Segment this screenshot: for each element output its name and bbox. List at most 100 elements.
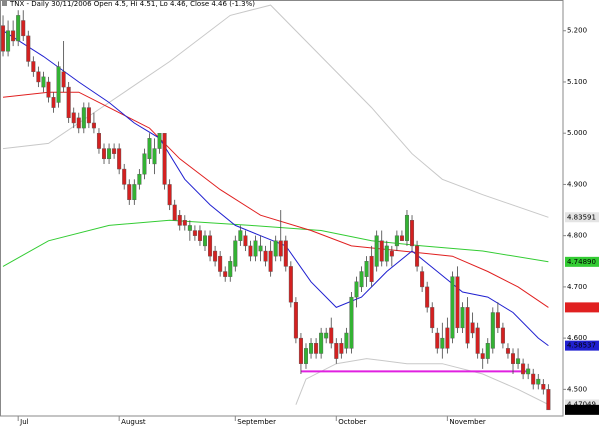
candle-body [112, 148, 117, 154]
candle-body [445, 327, 450, 349]
y-tick-label: 5.000 [567, 129, 587, 137]
candle-body [182, 220, 187, 226]
end-value-box [565, 340, 599, 351]
candle-body [137, 173, 142, 185]
candle-body [480, 353, 485, 359]
end-value-label: 4.83591 [567, 213, 596, 221]
candle-body [415, 245, 420, 267]
candle-body [511, 353, 516, 364]
candle-body [364, 261, 369, 277]
candle-body [344, 332, 349, 349]
candle-body [162, 133, 167, 185]
candle-body [21, 20, 26, 37]
candle-body [374, 235, 379, 267]
candle-body [263, 250, 268, 262]
candle-body [389, 250, 394, 257]
candle-body [283, 240, 288, 267]
candle-body [16, 15, 21, 42]
candle-body [71, 112, 76, 124]
candle-body [288, 266, 293, 303]
candle-body [460, 307, 465, 329]
end-value-label: 4.46 [567, 406, 583, 414]
candle-body [541, 384, 546, 390]
candle-body [420, 271, 425, 288]
candle-body [521, 363, 526, 375]
end-value-box [565, 399, 599, 410]
candle-body [152, 148, 157, 165]
candles [1, 10, 551, 411]
candle-body [46, 81, 51, 98]
candle-body [157, 133, 162, 149]
candle-body [76, 117, 81, 129]
candle-body [359, 271, 364, 288]
candle-body [107, 148, 112, 160]
x-tick-label: October [338, 418, 366, 426]
candle-body [258, 245, 263, 252]
candle-body [132, 184, 137, 201]
candle-body [490, 312, 495, 349]
axes: 5.200 5.100 5.000 4.900 4.800 4.700 4.600 4.500… [17, 0, 599, 426]
end-value-box [565, 212, 599, 223]
indicator-line [2, 219, 549, 267]
candle-body [314, 343, 319, 354]
indicator-line [295, 358, 549, 405]
candle-body [11, 30, 16, 42]
candle-body [238, 230, 243, 241]
candle-body [167, 184, 172, 206]
x-tick-label: September [237, 418, 276, 426]
candle-body [61, 71, 66, 88]
candle-body [324, 332, 329, 339]
candle-body [425, 286, 430, 308]
candle-body [26, 35, 31, 62]
y-tick-label: 5.100 [567, 78, 587, 86]
candle-body [526, 368, 531, 375]
candle-body [384, 245, 389, 262]
candle-body [369, 255, 374, 282]
y-tick-label: 4.900 [567, 180, 587, 188]
candle-body [470, 322, 475, 334]
title-icon [2, 1, 7, 6]
candle-body [354, 281, 359, 298]
candle-body [187, 225, 192, 231]
candle-body [36, 71, 41, 83]
candle-body [208, 235, 213, 257]
candle-body [349, 296, 354, 349]
plot-frame [0, 0, 564, 417]
candle-body [228, 261, 233, 277]
candle-body [495, 312, 500, 329]
x-tick-label: Jul [19, 418, 29, 426]
candle-body [410, 220, 415, 247]
candle-body [293, 302, 298, 339]
candle-body [379, 240, 384, 262]
candle-body [309, 343, 314, 354]
candle-body [339, 343, 344, 354]
candle-body [298, 337, 303, 364]
candle-body [531, 373, 536, 385]
candle-body [334, 343, 339, 359]
candle-body [31, 61, 36, 72]
candle-body [500, 327, 505, 344]
candle-body [6, 30, 11, 52]
candle-body [516, 358, 521, 364]
candle-body [81, 107, 86, 129]
y-tick-label: 4.500 [567, 385, 587, 393]
candle-body [536, 378, 541, 385]
candle-body [91, 122, 96, 129]
candle-body [329, 327, 334, 344]
candle-body [172, 204, 177, 221]
candle-body [233, 240, 238, 267]
indicator-line [2, 4, 549, 218]
candle-body [546, 389, 551, 411]
y-tick-label: 4.600 [567, 334, 587, 342]
candle-body [430, 307, 435, 329]
candle-body [213, 250, 218, 262]
candle-body [102, 148, 107, 160]
candle-body [192, 230, 197, 236]
y-tick-label: 4.700 [567, 283, 587, 291]
candle-body [223, 271, 228, 277]
candle-body [319, 332, 324, 354]
candle-body [278, 240, 283, 257]
candle-body [440, 337, 445, 349]
